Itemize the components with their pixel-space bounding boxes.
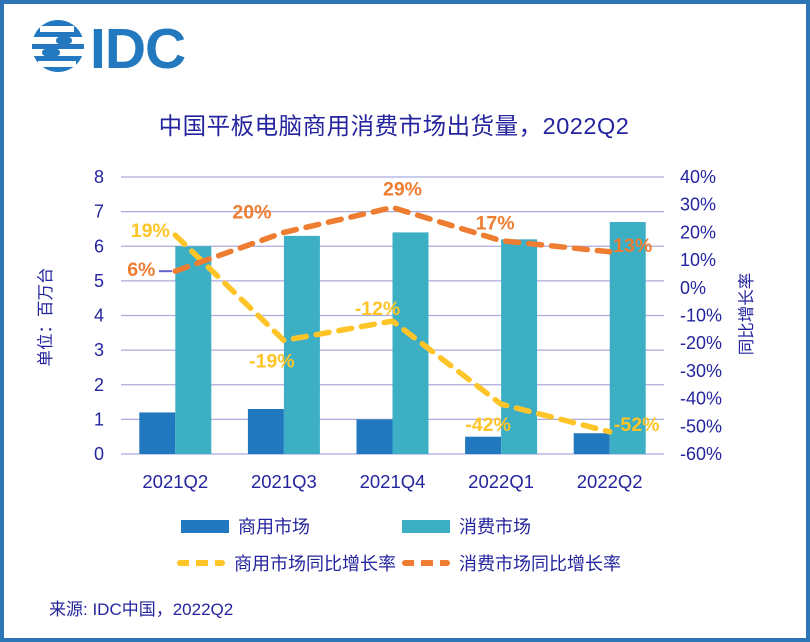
left-axis-title: 单位：百万台: [36, 268, 55, 367]
consumer-market-swatch: [402, 519, 450, 533]
consumer-growth-label-2021Q3: 20%: [232, 201, 271, 223]
left-axis-tick: 3: [94, 340, 104, 360]
right-axis-tick: -60%: [680, 444, 722, 464]
legend-label-commercial-market: 商用市场: [238, 517, 310, 537]
right-axis-tick: 10%: [680, 250, 716, 270]
chart-title: 中国平板电脑商用消费市场出货量，2022Q2: [158, 113, 630, 139]
left-axis-tick: 0: [94, 444, 104, 464]
source-text: 来源: IDC中国，2022Q2: [49, 600, 234, 619]
left-axis-tick: 5: [94, 271, 104, 291]
consumer-growth-label-2022Q2: 13%: [613, 235, 652, 257]
right-axis-tick: -10%: [680, 306, 722, 326]
consumer-growth-label-2021Q2: 6%: [127, 259, 155, 281]
commercial-growth-label-2022Q1: -42%: [465, 414, 511, 436]
bar-commercial-2021Q3: [247, 408, 284, 454]
commercial-growth-dash-swatch: [177, 560, 225, 566]
left-axis-tick: 6: [94, 236, 104, 256]
right-axis-tick: 30%: [680, 195, 716, 215]
consumer-growth-label-2022Q1: 17%: [476, 213, 515, 235]
x-axis-label-2021Q4: 2021Q4: [360, 471, 426, 492]
globe-stripes-icon: [30, 20, 86, 72]
x-axis-label-2021Q3: 2021Q3: [251, 471, 317, 492]
commercial-growth-label-2021Q2: 19%: [131, 220, 170, 242]
right-axis-title: 同比增长率: [737, 273, 756, 356]
legend-row-bars: 商用市场 消费市场: [181, 513, 531, 539]
bar-consumer-2022Q2: [609, 222, 646, 454]
left-axis-tick: 2: [94, 375, 104, 395]
commercial-market-swatch: [181, 519, 229, 533]
legend-item-commercial-growth: 商用市场同比增长率: [177, 550, 396, 576]
legend-label-consumer-growth: 消费市场同比增长率: [459, 554, 621, 574]
legend-item-consumer-growth: 消费市场同比增长率: [402, 550, 621, 576]
right-axis-tick: 40%: [680, 167, 716, 187]
commercial-growth-line: [172, 232, 613, 435]
right-axis-tick: -50%: [680, 416, 722, 436]
left-axis-tick: 4: [94, 306, 104, 326]
right-axis-tick: 0%: [680, 278, 706, 298]
consumer-growth-label-2021Q4: 29%: [383, 178, 422, 200]
bar-commercial-2021Q4: [356, 419, 393, 454]
legend-item-commercial-market: 商用市场: [181, 513, 310, 539]
idc-logo: IDC: [30, 17, 186, 78]
bar-consumer-2021Q2: [175, 246, 212, 454]
idc-logo-text: IDC: [90, 17, 185, 78]
commercial-growth-label-2021Q3: -19%: [249, 350, 295, 372]
x-axis-label-2022Q1: 2022Q1: [468, 471, 534, 492]
consumer-growth-dash-swatch: [402, 560, 450, 566]
right-axis-tick: -30%: [680, 361, 722, 381]
legend-label-commercial-growth: 商用市场同比增长率: [234, 554, 396, 574]
legend-label-consumer-market: 消费市场: [459, 517, 531, 537]
legend-row-lines: 商用市场同比增长率 消费市场同比增长率: [177, 550, 621, 576]
right-axis-tick: -20%: [680, 333, 722, 353]
commercial-growth-label-2022Q2: -52%: [614, 414, 660, 436]
right-axis-tick: -40%: [680, 389, 722, 409]
bar-commercial-2022Q1: [465, 436, 502, 454]
bar-consumer-2021Q3: [283, 235, 320, 454]
x-axis-label-2022Q2: 2022Q2: [577, 471, 643, 492]
bar-commercial-2021Q2: [139, 412, 176, 454]
right-axis-tick: 20%: [680, 222, 716, 242]
left-axis-tick: 1: [94, 409, 104, 429]
x-axis-label-2021Q2: 2021Q2: [142, 471, 208, 492]
commercial-growth-label-2021Q4: -12%: [355, 298, 401, 320]
consumer-growth-line: [172, 204, 613, 274]
left-axis-tick: 7: [94, 202, 104, 222]
bar-consumer-2022Q1: [501, 239, 538, 454]
left-axis-tick: 8: [94, 167, 104, 187]
legend-item-consumer-market: 消费市场: [402, 513, 531, 539]
bar-commercial-2022Q2: [573, 433, 610, 454]
